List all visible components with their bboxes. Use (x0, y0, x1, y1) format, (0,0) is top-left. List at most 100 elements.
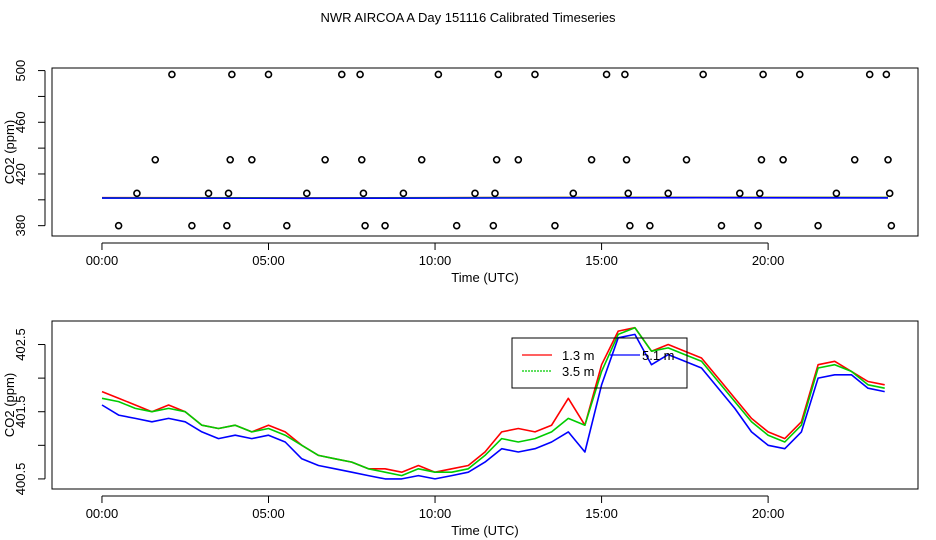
bottom-series-line-3-5-m (101, 326, 885, 477)
top-scatter-point (682, 155, 691, 164)
top-series-line-5-1-m (101, 196, 889, 200)
top-scatter-point (621, 70, 629, 79)
bottom-x-tick-label: 10:00 (419, 506, 452, 521)
top-scatter-point (587, 155, 596, 164)
top-scatter-point (434, 70, 443, 79)
top-scatter-point (759, 70, 767, 79)
bottom-y-tick-label: 401.5 (13, 395, 28, 428)
top-scatter-point (283, 221, 291, 230)
top-scatter-point (133, 189, 141, 198)
top-scatter-point (814, 221, 822, 230)
legend-label-3-5m: 3.5 m (562, 364, 595, 379)
top-scatter-point (492, 155, 501, 164)
bottom-plot-frame (51, 320, 919, 490)
bottom-x-tick-label: 00:00 (86, 506, 119, 521)
top-scatter-point (717, 221, 726, 230)
top-scatter-point (224, 189, 233, 198)
top-scatter-point (151, 155, 160, 164)
top-scatter-point (646, 221, 654, 230)
bottom-series-line-5-1-m (101, 333, 885, 480)
legend-label-1-3m: 1.3 m (562, 348, 595, 363)
top-scatter-point (832, 189, 841, 198)
top-scatter-point (531, 70, 539, 79)
top-scatter-point (494, 70, 503, 79)
top-y-tick-label: 460 (13, 111, 28, 133)
top-x-tick-label: 15:00 (585, 253, 618, 268)
top-scatter-point (489, 221, 498, 230)
figure-title: NWR AIRCOA A Day 151116 Calibrated Times… (320, 10, 616, 25)
top-scatter-point (303, 189, 311, 198)
top-scatter-point (736, 189, 744, 198)
top-scatter-point (452, 221, 461, 230)
top-scatter-point (755, 189, 764, 198)
top-scatter-point (361, 221, 369, 230)
top-scatter-point (337, 70, 346, 79)
top-scatter-point (779, 155, 787, 164)
top-scatter-point (188, 221, 196, 230)
top-scatter-point (168, 70, 176, 79)
bottom-panel: 00:00 05:00 10:00 15:00 20:00 400.5 401.5 402.… (2, 320, 919, 538)
top-scatter-point (226, 155, 234, 164)
top-scatter-point (356, 70, 364, 79)
top-scatter-point (321, 155, 329, 164)
bottom-y-axis: 400.5 401.5 402.5 (13, 328, 46, 496)
legend: 1.3 m 3.5 m 5.1 m (511, 337, 688, 389)
bottom-series-line-1-3-m (101, 326, 885, 474)
top-scatter-point (850, 155, 859, 164)
top-scatter-point (754, 221, 762, 230)
top-scatter-point (514, 155, 523, 164)
top-scatter-point (417, 155, 426, 164)
bottom-y-tick-label: 400.5 (13, 463, 28, 496)
bottom-x-axis: 00:00 05:00 10:00 15:00 20:00 (86, 495, 785, 521)
top-x-tick-label: 00:00 (86, 253, 119, 268)
legend-box (511, 337, 688, 389)
bottom-x-axis-label: Time (UTC) (451, 523, 518, 538)
top-scatter-point (795, 70, 804, 79)
top-scatter-point (551, 221, 559, 230)
top-scatter-point (114, 221, 123, 230)
top-x-axis-label: Time (UTC) (451, 270, 518, 285)
top-scatter-point (699, 70, 707, 79)
top-scatter-point (885, 189, 894, 198)
top-scatter-point (381, 221, 389, 230)
top-scatter-point (204, 189, 213, 198)
top-scatter-point (228, 70, 236, 79)
top-scatter-point (491, 189, 499, 198)
top-scatter-point (664, 189, 672, 198)
top-scatter-point (248, 155, 256, 164)
top-scatter-point (264, 70, 273, 79)
top-series-lines (101, 196, 889, 200)
bottom-y-axis-label: CO2 (ppm) (2, 373, 17, 437)
top-x-tick-label: 05:00 (252, 253, 285, 268)
top-scatter-point (865, 70, 874, 79)
top-y-tick-label: 420 (13, 163, 28, 185)
bottom-series-lines (101, 326, 885, 480)
top-scatter-point (624, 189, 633, 198)
top-x-tick-label: 10:00 (419, 253, 452, 268)
top-plot-frame (51, 67, 919, 237)
top-scatter-point (569, 189, 578, 198)
top-scatter-point (757, 155, 766, 164)
top-scatter-point (357, 155, 366, 164)
top-x-axis: 00:00 05:00 10:00 15:00 20:00 (86, 242, 785, 268)
top-scatter-point (399, 189, 408, 198)
top-scatter-point (223, 221, 231, 230)
bottom-x-tick-label: 20:00 (752, 506, 785, 521)
bottom-y-tick-label: 402.5 (13, 328, 28, 361)
bottom-x-tick-label: 05:00 (252, 506, 285, 521)
top-scatter-point (626, 221, 634, 230)
top-scatter-point (359, 189, 368, 198)
top-scatter-point (887, 221, 896, 230)
top-scatter-point (471, 189, 479, 198)
top-x-tick-label: 20:00 (752, 253, 785, 268)
top-panel: 00:00 05:00 10:00 15:00 20:00 380 420 460 500 T… (2, 60, 919, 285)
top-scatter-point (884, 155, 892, 164)
top-y-tick-label: 500 (13, 60, 28, 82)
top-scatter-point (622, 155, 631, 164)
top-scatter-point (602, 70, 611, 79)
top-y-axis-label: CO2 (ppm) (2, 120, 17, 184)
top-scatter-points (114, 70, 896, 230)
top-y-axis: 380 420 460 500 (13, 60, 46, 237)
top-y-tick-label: 380 (13, 215, 28, 237)
